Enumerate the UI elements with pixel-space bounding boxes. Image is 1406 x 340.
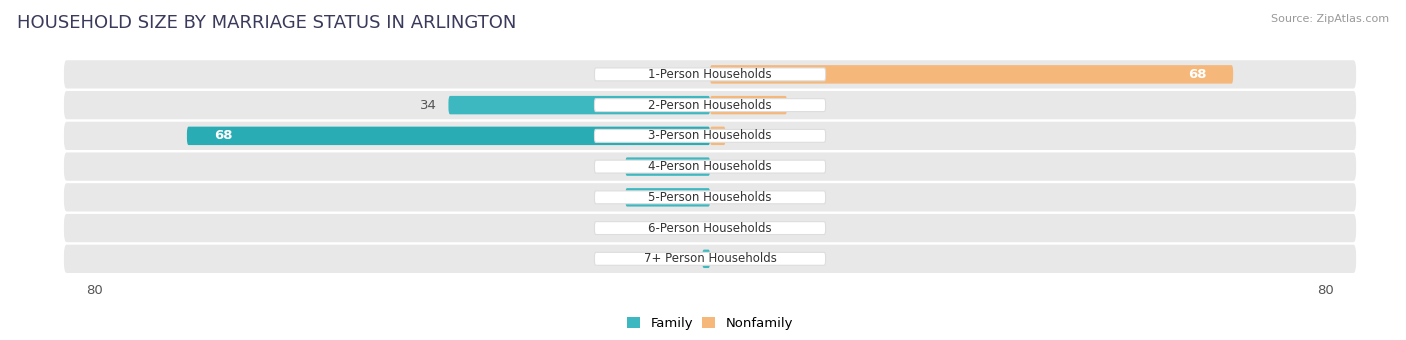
Text: 2-Person Households: 2-Person Households (648, 99, 772, 112)
FancyBboxPatch shape (710, 65, 1233, 84)
FancyBboxPatch shape (710, 96, 787, 114)
Text: 0: 0 (721, 160, 730, 173)
Text: 68: 68 (214, 129, 232, 142)
FancyBboxPatch shape (710, 126, 725, 145)
Text: 11: 11 (598, 160, 614, 173)
FancyBboxPatch shape (595, 130, 825, 142)
Text: 11: 11 (598, 191, 614, 204)
FancyBboxPatch shape (187, 126, 710, 145)
FancyBboxPatch shape (63, 91, 1357, 119)
Legend: Family, Nonfamily: Family, Nonfamily (621, 311, 799, 335)
FancyBboxPatch shape (626, 157, 710, 176)
Text: 2: 2 (737, 129, 745, 142)
FancyBboxPatch shape (63, 183, 1357, 211)
FancyBboxPatch shape (595, 68, 825, 81)
FancyBboxPatch shape (595, 191, 825, 204)
Text: 1-Person Households: 1-Person Households (648, 68, 772, 81)
Text: 3-Person Households: 3-Person Households (648, 129, 772, 142)
Text: 0: 0 (721, 191, 730, 204)
Text: 6-Person Households: 6-Person Households (648, 222, 772, 235)
Text: 4-Person Households: 4-Person Households (648, 160, 772, 173)
FancyBboxPatch shape (702, 250, 710, 268)
Text: 0: 0 (721, 252, 730, 265)
FancyBboxPatch shape (63, 152, 1357, 181)
Text: 0: 0 (690, 68, 699, 81)
Text: 1: 1 (682, 252, 690, 265)
Text: 7+ Person Households: 7+ Person Households (644, 252, 776, 265)
FancyBboxPatch shape (63, 214, 1357, 242)
FancyBboxPatch shape (63, 60, 1357, 88)
Text: 10: 10 (799, 99, 815, 112)
Text: 68: 68 (1188, 68, 1206, 81)
FancyBboxPatch shape (63, 245, 1357, 273)
FancyBboxPatch shape (63, 122, 1357, 150)
FancyBboxPatch shape (449, 96, 710, 114)
Text: 0: 0 (690, 222, 699, 235)
FancyBboxPatch shape (595, 160, 825, 173)
Text: 34: 34 (420, 99, 437, 112)
Text: HOUSEHOLD SIZE BY MARRIAGE STATUS IN ARLINGTON: HOUSEHOLD SIZE BY MARRIAGE STATUS IN ARL… (17, 14, 516, 32)
Text: Source: ZipAtlas.com: Source: ZipAtlas.com (1271, 14, 1389, 23)
FancyBboxPatch shape (595, 222, 825, 235)
FancyBboxPatch shape (595, 99, 825, 112)
Text: 0: 0 (721, 222, 730, 235)
Text: 5-Person Households: 5-Person Households (648, 191, 772, 204)
FancyBboxPatch shape (595, 252, 825, 265)
FancyBboxPatch shape (626, 188, 710, 207)
